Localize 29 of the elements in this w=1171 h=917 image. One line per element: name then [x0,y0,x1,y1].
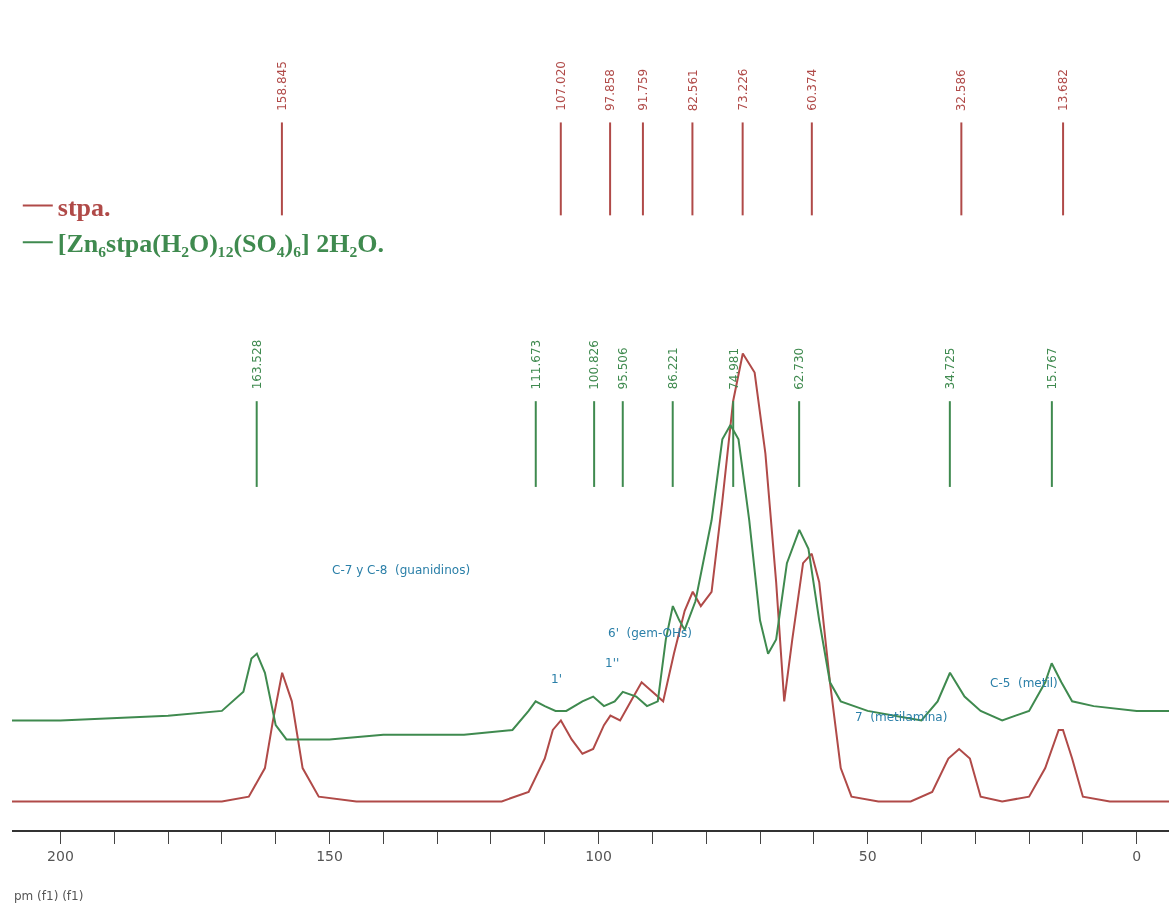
ref-line-label: 15.767 [1045,347,1060,390]
ref-line-label: 62.730 [792,347,807,390]
ref-line-label: 100.826 [587,340,602,390]
ref-line-label: 163.528 [250,339,265,390]
annotation: 1' [551,672,562,686]
ref-line-label: 32.586 [954,69,969,112]
annotation: 1'' [605,656,620,670]
ref-line-label: 86.221 [666,347,681,390]
annotation: C-7 y C-8 (guanidinos) [332,563,471,577]
ref-line-label: 107.020 [553,61,568,111]
ref-line-label: 73.226 [735,68,750,111]
ref-line-label: 34.725 [943,347,958,390]
x-axis-title: pm (f1) (f1) [14,889,84,903]
x-tick-label: 150 [316,847,343,864]
ref-line-label: 82.561 [685,69,700,112]
x-tick-label: 100 [585,847,612,864]
legend-label: [Zn₆stpa(H₂O)₁₂(SO₄)₆] 2H₂O. [57,229,384,259]
ref-line-label: 60.374 [804,68,819,111]
legend-label: stpa. [57,192,111,222]
ref-line-label: 74.981 [726,347,741,390]
x-tick-label: 50 [858,847,877,864]
ref-line-label: 158.845 [274,61,289,111]
ref-line-label: 111.673 [529,339,544,390]
x-tick-label: 200 [47,847,74,864]
ref-line-label: 95.506 [616,347,631,390]
x-tick-label: 0 [1132,847,1142,864]
ref-line-label: 91.759 [636,68,651,111]
ref-line-label: 97.858 [603,69,618,112]
ref-line-label: 13.682 [1056,68,1071,111]
